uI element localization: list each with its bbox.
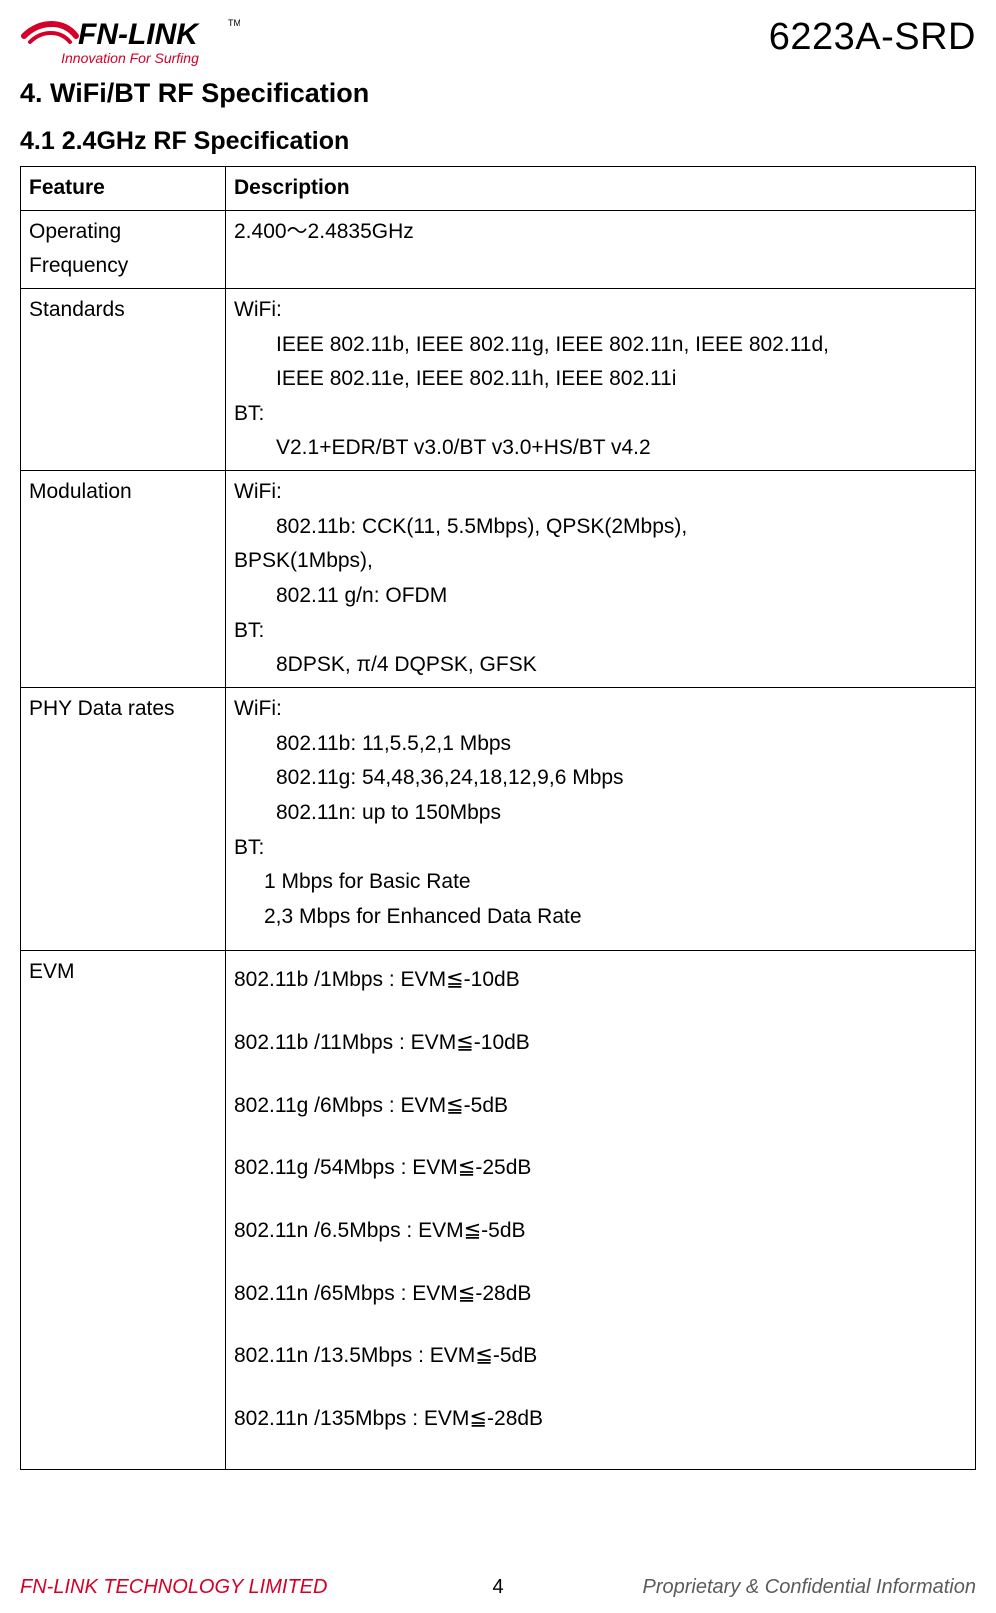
desc-line: BT:: [234, 397, 969, 432]
desc-line: BT:: [234, 831, 969, 866]
cell-feature: Standards: [21, 288, 226, 470]
table-row: StandardsWiFi:IEEE 802.11b, IEEE 802.11g…: [21, 288, 976, 470]
evm-line: 802.11n /135Mbps : EVM≦-28dB: [234, 1402, 969, 1437]
desc-line: 802.11 g/n: OFDM: [234, 579, 969, 614]
svg-text:FN-LINK: FN-LINK: [78, 18, 200, 51]
col-header-feature: Feature: [21, 167, 226, 211]
desc-line: IEEE 802.11b, IEEE 802.11g, IEEE 802.11n…: [234, 328, 969, 363]
cell-feature: PHY Data rates: [21, 687, 226, 950]
table-row: Operating Frequency2.400～2.4835GHz: [21, 210, 976, 288]
desc-line: V2.1+EDR/BT v3.0/BT v3.0+HS/BT v4.2: [234, 431, 969, 466]
desc-line: 8DPSK, π/4 DQPSK, GFSK: [234, 648, 969, 683]
cell-feature: Modulation: [21, 471, 226, 688]
cell-feature: Operating Frequency: [21, 210, 226, 288]
evm-line: 802.11b /1Mbps : EVM≦-10dB: [234, 963, 969, 998]
desc-line: 2.400～2.4835GHz: [234, 215, 969, 250]
desc-line: 802.11b: CCK(11, 5.5Mbps), QPSK(2Mbps),: [234, 510, 969, 545]
footer-page-number: 4: [492, 1576, 503, 1599]
footer-confidential: Proprietary & Confidential Information: [643, 1576, 977, 1599]
table-header-row: Feature Description: [21, 167, 976, 211]
desc-line: IEEE 802.11e, IEEE 802.11h, IEEE 802.11i: [234, 362, 969, 397]
page: FN-LINK TM Innovation For Surfing 6223A-…: [0, 0, 996, 1613]
cell-description: WiFi:802.11b: CCK(11, 5.5Mbps), QPSK(2Mb…: [226, 471, 976, 688]
svg-text:TM: TM: [228, 18, 240, 28]
evm-line: 802.11n /6.5Mbps : EVM≦-5dB: [234, 1214, 969, 1249]
header: FN-LINK TM Innovation For Surfing 6223A-…: [20, 14, 976, 66]
cell-description: 2.400～2.4835GHz: [226, 210, 976, 288]
cell-feature: EVM: [21, 951, 226, 1469]
desc-line: WiFi:: [234, 475, 969, 510]
desc-line: 1 Mbps for Basic Rate: [234, 865, 969, 900]
spec-table: Feature Description Operating Frequency2…: [20, 166, 976, 1470]
cell-description: WiFi:802.11b: 11,5.5,2,1 Mbps802.11g: 54…: [226, 687, 976, 950]
evm-line: 802.11g /54Mbps : EVM≦-25dB: [234, 1151, 969, 1186]
product-code: 6223A-SRD: [769, 16, 976, 59]
evm-line: 802.11g /6Mbps : EVM≦-5dB: [234, 1089, 969, 1124]
subsection-title: 4.1 2.4GHz RF Specification: [20, 127, 976, 156]
section-title: 4. WiFi/BT RF Specification: [20, 78, 976, 109]
logo: FN-LINK TM Innovation For Surfing: [20, 14, 240, 66]
desc-line: 802.11n: up to 150Mbps: [234, 796, 969, 831]
desc-line: BT:: [234, 614, 969, 649]
desc-line: BPSK(1Mbps),: [234, 544, 969, 579]
cell-description: WiFi:IEEE 802.11b, IEEE 802.11g, IEEE 80…: [226, 288, 976, 470]
evm-line: 802.11b /11Mbps : EVM≦-10dB: [234, 1026, 969, 1061]
footer: FN-LINK TECHNOLOGY LIMITED 4 Proprietary…: [20, 1576, 976, 1599]
logo-tagline: Innovation For Surfing: [61, 50, 199, 66]
col-header-description: Description: [226, 167, 976, 211]
table-row: PHY Data ratesWiFi:802.11b: 11,5.5,2,1 M…: [21, 687, 976, 950]
cell-description: 802.11b /1Mbps : EVM≦-10dB 802.11b /11Mbp…: [226, 951, 976, 1469]
evm-line: 802.11n /65Mbps : EVM≦-28dB: [234, 1277, 969, 1312]
desc-line: 802.11g: 54,48,36,24,18,12,9,6 Mbps: [234, 761, 969, 796]
table-row: ModulationWiFi:802.11b: CCK(11, 5.5Mbps)…: [21, 471, 976, 688]
desc-line: 802.11b: 11,5.5,2,1 Mbps: [234, 727, 969, 762]
footer-company: FN-LINK TECHNOLOGY LIMITED: [20, 1576, 327, 1599]
evm-line: 802.11n /13.5Mbps : EVM≦-5dB: [234, 1339, 969, 1374]
desc-line: 2,3 Mbps for Enhanced Data Rate: [234, 900, 969, 935]
fn-link-logo-icon: FN-LINK TM: [20, 14, 240, 52]
desc-line: WiFi:: [234, 692, 969, 727]
desc-line: WiFi:: [234, 293, 969, 328]
table-row: EVM802.11b /1Mbps : EVM≦-10dB 802.11b /11…: [21, 951, 976, 1469]
